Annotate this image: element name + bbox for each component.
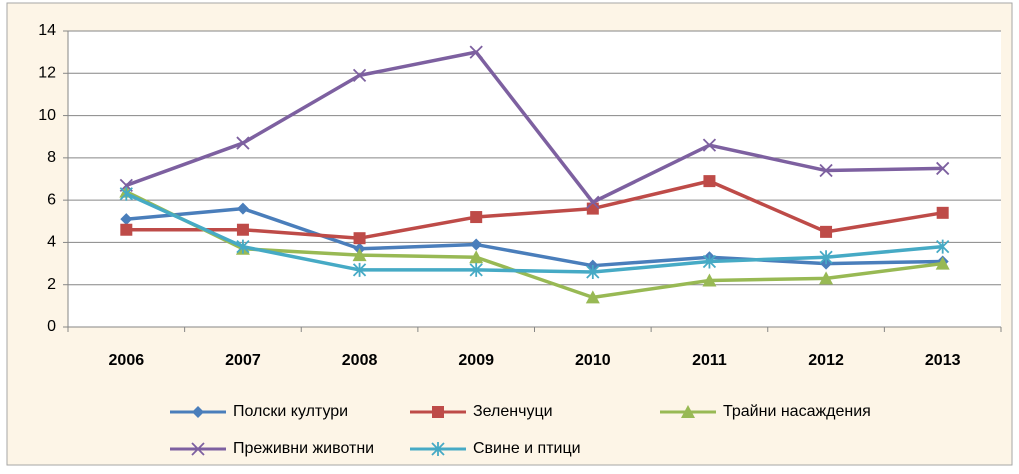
marker bbox=[353, 232, 366, 245]
marker bbox=[236, 239, 250, 254]
y-tick-label: 8 bbox=[47, 149, 56, 166]
marker bbox=[431, 442, 445, 456]
series-line bbox=[125, 50, 943, 205]
y-tick-label: 0 bbox=[47, 318, 56, 335]
marker bbox=[703, 175, 716, 188]
marker bbox=[432, 406, 444, 418]
legend-label: Зеленчуци bbox=[473, 403, 553, 420]
y-tick-label: 10 bbox=[38, 107, 56, 124]
marker bbox=[352, 68, 367, 83]
x-tick-label: 2006 bbox=[109, 352, 145, 369]
marker bbox=[192, 406, 204, 418]
marker bbox=[935, 256, 950, 270]
marker bbox=[470, 238, 483, 251]
marker bbox=[936, 161, 950, 176]
y-tick-label: 6 bbox=[47, 191, 56, 208]
y-tick-label: 2 bbox=[47, 276, 56, 293]
marker bbox=[702, 138, 717, 152]
marker bbox=[681, 405, 695, 418]
series-line bbox=[125, 192, 943, 274]
y-tick-label: 12 bbox=[38, 65, 56, 82]
marker bbox=[586, 202, 599, 215]
marker bbox=[352, 262, 367, 277]
x-tick-label: 2008 bbox=[342, 352, 378, 369]
x-tick-label: 2011 bbox=[692, 352, 727, 369]
legend-label: Свине и птици bbox=[473, 440, 581, 457]
x-tick-label: 2009 bbox=[458, 352, 494, 369]
marker bbox=[936, 239, 950, 254]
legend-label: Полски култури bbox=[233, 403, 348, 420]
marker bbox=[352, 248, 367, 262]
marker bbox=[236, 136, 250, 150]
marker bbox=[470, 211, 483, 224]
marker bbox=[236, 202, 249, 215]
marker bbox=[191, 442, 205, 456]
marker bbox=[936, 206, 949, 219]
marker bbox=[819, 250, 833, 265]
x-tick-label: 2012 bbox=[808, 352, 844, 369]
marker bbox=[819, 163, 833, 178]
x-tick-label: 2013 bbox=[925, 352, 961, 369]
marker bbox=[702, 254, 717, 269]
marker bbox=[469, 262, 483, 277]
legend-label: Преживни животни bbox=[233, 440, 374, 457]
marker bbox=[236, 223, 249, 236]
marker bbox=[585, 290, 600, 304]
marker bbox=[120, 223, 133, 236]
marker bbox=[586, 265, 600, 280]
marker bbox=[702, 273, 717, 287]
marker bbox=[469, 250, 484, 264]
x-tick-label: 2007 bbox=[225, 352, 261, 369]
marker bbox=[820, 225, 833, 238]
legend-label: Трайни насаждения bbox=[723, 403, 871, 420]
y-tick-label: 14 bbox=[38, 22, 56, 39]
series-line bbox=[126, 206, 943, 268]
series-line bbox=[126, 179, 943, 240]
marker bbox=[119, 186, 133, 201]
plot-area bbox=[68, 31, 1001, 327]
x-tick-label: 2010 bbox=[575, 352, 611, 369]
marker bbox=[120, 213, 133, 226]
marker bbox=[586, 195, 600, 209]
marker bbox=[819, 271, 834, 285]
y-tick-label: 4 bbox=[47, 234, 56, 251]
marker bbox=[469, 45, 483, 59]
